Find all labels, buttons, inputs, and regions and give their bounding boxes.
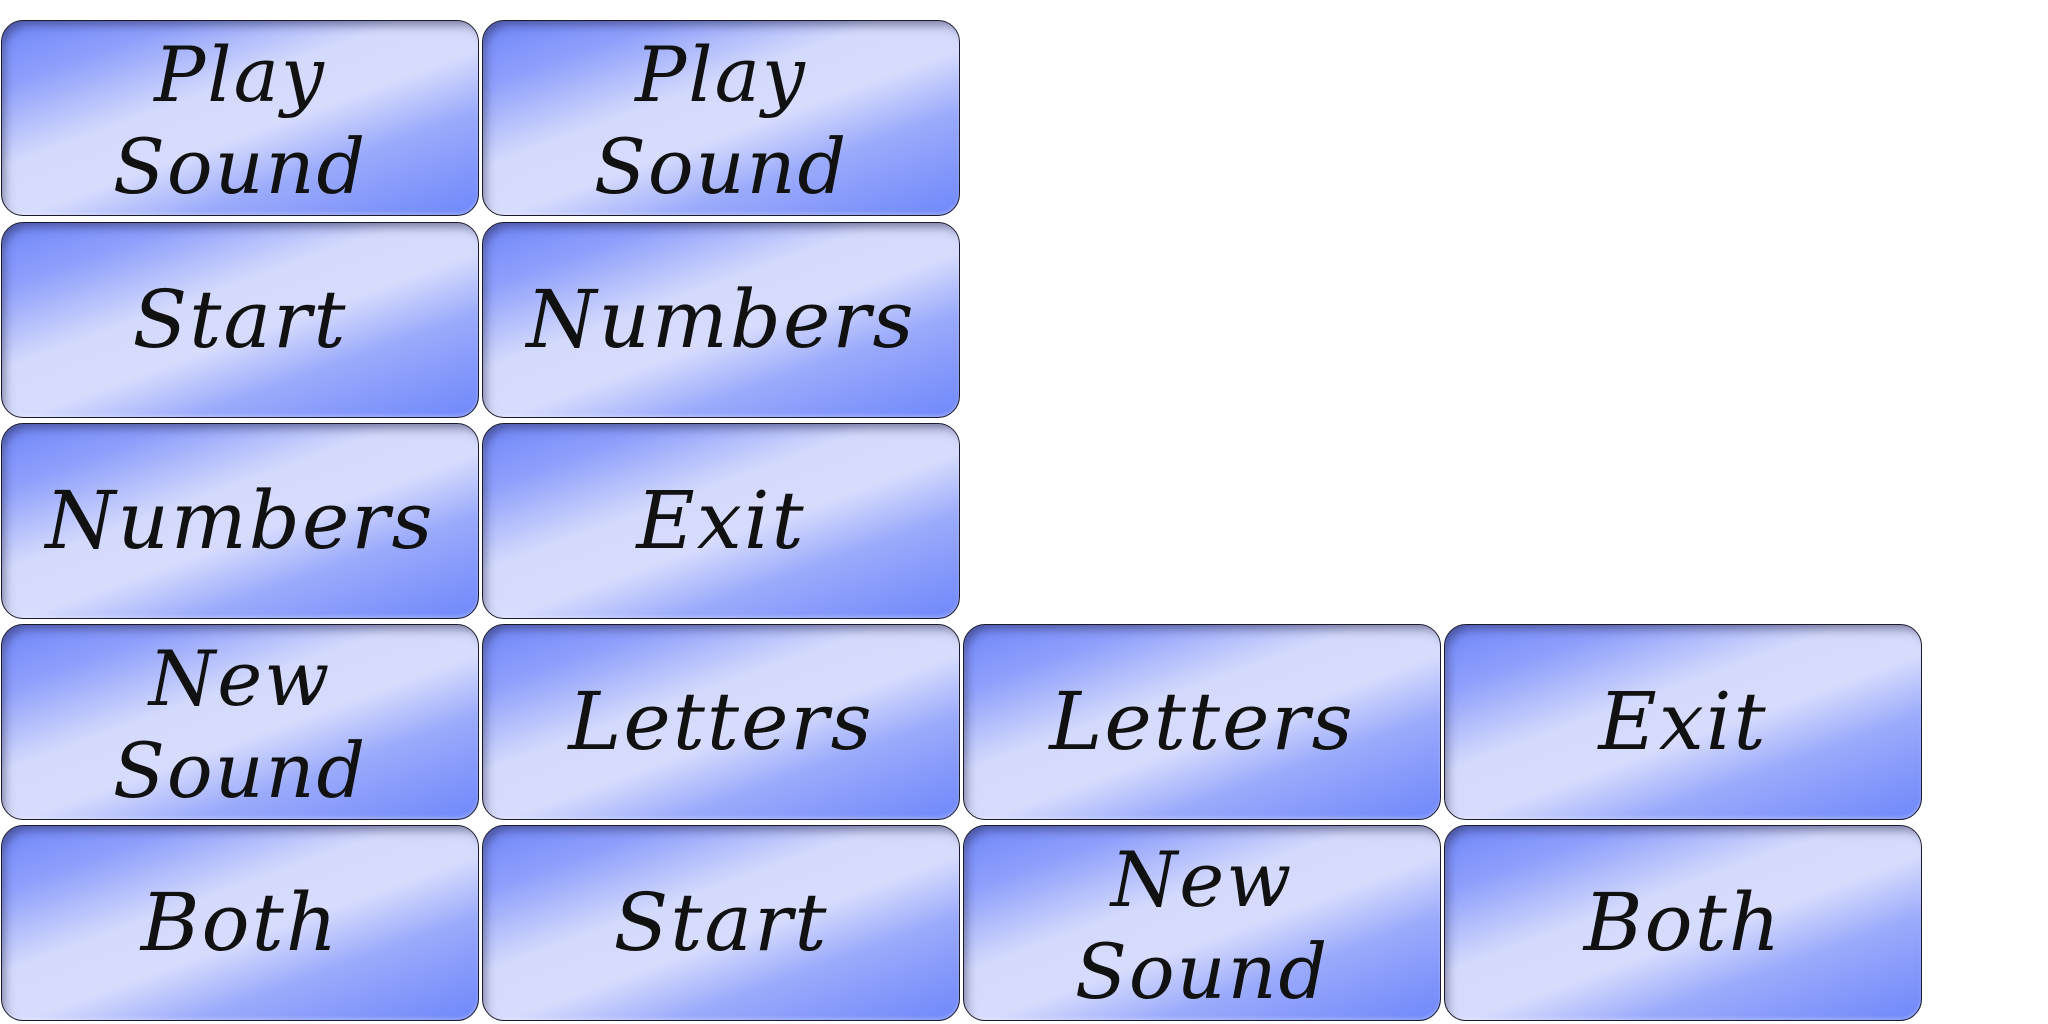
new-sound-button[interactable]: New Sound <box>1 624 479 820</box>
numbers-label: Numbers <box>526 273 916 366</box>
letters-button[interactable]: Letters <box>482 624 960 820</box>
letters-label: Letters <box>1049 675 1355 768</box>
play-sound-button-alt[interactable]: Play Sound <box>482 20 960 216</box>
play-sound-button[interactable]: Play Sound <box>1 20 479 216</box>
new-sound-button-alt[interactable]: New Sound <box>963 825 1441 1021</box>
new-sound-label: New Sound <box>1074 835 1330 1016</box>
letters-button-alt[interactable]: Letters <box>963 624 1441 820</box>
play-sound-label: Play Sound <box>112 30 368 211</box>
start-button-alt[interactable]: Start <box>482 825 960 1021</box>
exit-label: Exit <box>1598 675 1768 768</box>
exit-label: Exit <box>636 474 806 567</box>
numbers-button[interactable]: Numbers <box>1 423 479 619</box>
start-label: Start <box>613 876 829 969</box>
play-sound-label: Play Sound <box>593 30 849 211</box>
start-label: Start <box>132 273 348 366</box>
numbers-label: Numbers <box>45 474 435 567</box>
both-button[interactable]: Both <box>1 825 479 1021</box>
new-sound-label: New Sound <box>112 634 368 815</box>
numbers-button-alt[interactable]: Numbers <box>482 222 960 418</box>
exit-button-alt[interactable]: Exit <box>1444 624 1922 820</box>
letters-label: Letters <box>568 675 874 768</box>
exit-button[interactable]: Exit <box>482 423 960 619</box>
both-button-alt[interactable]: Both <box>1444 825 1922 1021</box>
both-label: Both <box>1583 876 1783 969</box>
both-label: Both <box>140 876 340 969</box>
start-button[interactable]: Start <box>1 222 479 418</box>
